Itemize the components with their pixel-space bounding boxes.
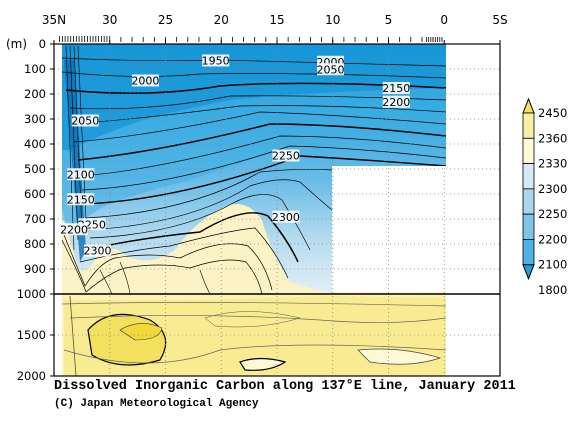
contour-label: 2050 (71, 115, 99, 128)
contour-label: 2050 (317, 63, 345, 76)
contour-label-bg (83, 244, 111, 257)
x-tick-label: 20 (214, 13, 229, 27)
x-axis: 35N 30 25 20 15 10 5 0 5S (42, 13, 508, 44)
x-tick-label: 5S (492, 13, 507, 27)
contour-label: 2200 (60, 223, 88, 236)
contour-label-bg (67, 168, 95, 181)
colorbar-swatch (522, 188, 535, 215)
contour-label-bg (272, 149, 300, 162)
colorbar-label: 2100 (538, 258, 567, 272)
y-tick-label: 2000 (17, 369, 46, 383)
colorbar-swatch (522, 239, 535, 266)
colorbar-label: 1800 (538, 283, 567, 297)
x-tick-label: 10 (325, 13, 340, 27)
contour-field (61, 44, 500, 376)
y-tick-label: 200 (24, 87, 46, 101)
contour-labels: 1950 200020502000215022002050225021002150… (60, 54, 410, 258)
contour-label-bg (317, 63, 345, 76)
colorbar-swatch (522, 112, 535, 139)
contour-label: 2100 (67, 168, 95, 181)
y-tick-label: 600 (24, 187, 46, 201)
contour-label-bg (382, 95, 410, 108)
contour-label-bg (71, 114, 99, 127)
colorbar-bottom-cap (522, 264, 535, 281)
contour-label-bg (60, 223, 88, 236)
x-tick-label: 35N (42, 13, 66, 27)
y-tick-label: 700 (24, 212, 46, 226)
contour-label: 2150 (67, 193, 95, 206)
y-tick-label: 1000 (17, 287, 46, 301)
contour-label: 2250 (272, 150, 300, 163)
colorbar-swatch (522, 213, 535, 240)
contour-label: 1950 (202, 55, 230, 68)
contour-label: 2000 (131, 75, 159, 88)
colorbar-top-cap (522, 97, 535, 114)
y-axis: 0 100 200 300 400 500 600 700 800 900 1000 1500 2000 (17, 37, 54, 383)
y-tick-label: 900 (24, 262, 46, 276)
y-tick-label: 1500 (17, 328, 46, 342)
grid-lines (54, 44, 500, 376)
y-tick-label: 100 (24, 62, 46, 76)
colorbar-label: 2360 (538, 131, 567, 145)
contour-label-bg (131, 74, 159, 87)
contour-label-bg (67, 193, 95, 206)
colorbar-label: 2200 (538, 232, 567, 246)
y-tick-label: 400 (24, 137, 46, 151)
y-tick-label: 0 (39, 37, 46, 51)
chart-credit: (C) Japan Meteorological Agency (54, 398, 259, 410)
contour-label-bg (382, 82, 410, 94)
colorbar-swatch (522, 163, 535, 190)
station-ticks (59, 36, 443, 42)
contour-label: 2200 (382, 96, 410, 109)
contour-label-bg (202, 54, 230, 67)
y-unit-label: (m) (6, 37, 27, 51)
chart-title: Dissolved Inorganic Carbon along 137°E l… (54, 379, 516, 394)
y-tick-label: 500 (24, 162, 46, 176)
x-tick-label: 15 (269, 13, 284, 27)
contour-label: 2300 (272, 211, 300, 224)
colorbar-swatch (522, 137, 535, 164)
y-tick-label: 300 (24, 112, 46, 126)
colorbar: 2450 2360 2330 2300 2250 2200 2100 1800 (522, 97, 567, 297)
contour-label: 2300 (83, 245, 111, 258)
colorbar-label: 2450 (538, 106, 567, 120)
colorbar-label: 2300 (538, 182, 567, 196)
contour-label: 2150 (382, 82, 410, 95)
colorbar-label: 2250 (538, 207, 567, 221)
contour-label-bg (272, 210, 300, 223)
x-tick-label: 25 (158, 13, 173, 27)
colorbar-label: 2330 (538, 157, 567, 171)
x-tick-label: 5 (385, 13, 393, 27)
x-tick-label: 30 (102, 13, 117, 27)
y-tick-label: 800 (24, 237, 46, 251)
x-tick-label: 0 (440, 13, 448, 27)
